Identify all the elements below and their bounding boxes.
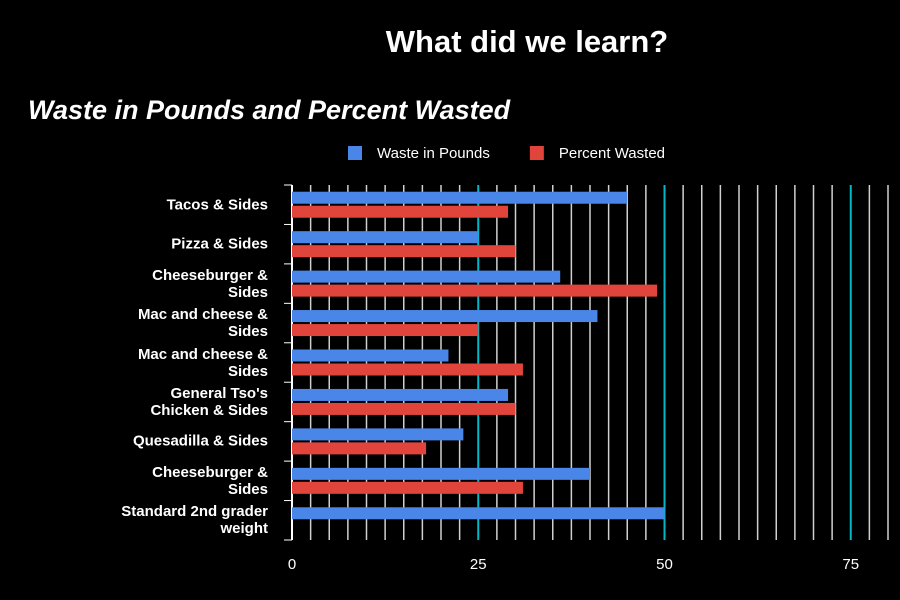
bar	[292, 428, 464, 441]
y-tick-label: Cheeseburger & Sides	[152, 266, 268, 301]
y-tick-label: General Tso's Chicken & Sides	[150, 384, 268, 419]
bar	[292, 388, 509, 401]
legend-label: Percent Wasted	[559, 145, 665, 162]
bar	[292, 402, 516, 415]
header: What did we learn?	[386, 24, 668, 59]
legend-swatch	[348, 146, 362, 160]
y-tick-label: Tacos & Sides	[166, 196, 268, 214]
y-tick-label: Cheeseburger & Sides	[152, 463, 268, 498]
x-tick-label: 50	[656, 556, 673, 573]
x-tick-label: 25	[470, 556, 487, 573]
bar	[292, 324, 479, 337]
legend-label: Waste in Pounds	[377, 145, 490, 162]
bar	[292, 363, 523, 376]
y-tick-label: Quesadilla & Sides	[132, 432, 268, 450]
bar	[292, 191, 628, 204]
bar	[292, 270, 561, 283]
bar	[292, 442, 427, 455]
bar	[292, 310, 598, 323]
bar	[292, 205, 509, 218]
x-tick-label: 75	[842, 556, 859, 573]
bar	[292, 467, 590, 480]
x-tick-label: 0	[288, 556, 296, 573]
chart-title: Waste in Pounds and Percent Wasted	[28, 95, 511, 125]
bar	[292, 231, 479, 244]
y-tick-label: Pizza & Sides	[171, 235, 268, 253]
bar	[292, 507, 665, 520]
y-tick-label: Standard 2nd grader weight	[121, 503, 268, 538]
bar	[292, 349, 449, 362]
bar	[292, 284, 658, 297]
bar	[292, 245, 516, 258]
y-tick-label: Mac and cheese & Sides	[137, 306, 268, 341]
legend-swatch	[529, 146, 544, 160]
bar	[292, 481, 523, 494]
y-tick-label: Mac and cheese & Sides	[137, 345, 268, 380]
